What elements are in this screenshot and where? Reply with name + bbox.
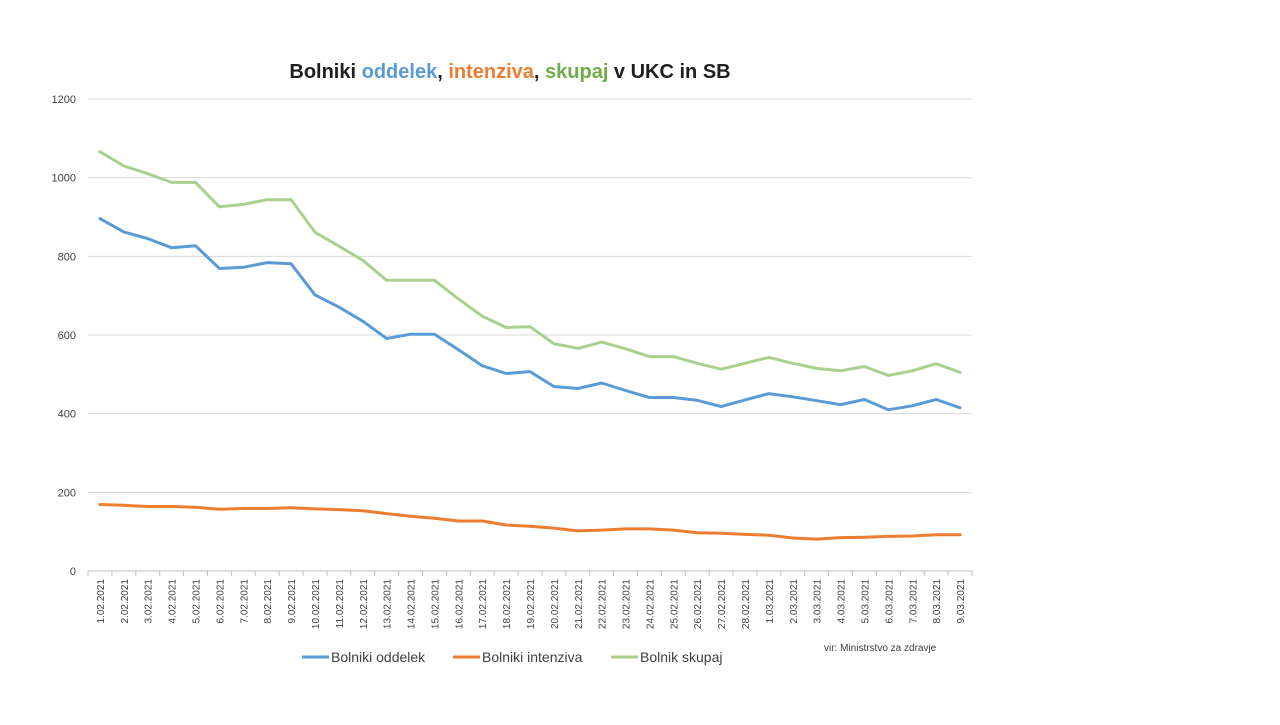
x-tick-label: 2.02.2021 [120, 579, 131, 624]
x-tick-label: 7.02.2021 [239, 579, 250, 624]
x-tick-label: 28.02.2021 [741, 579, 752, 629]
axes [87, 570, 973, 576]
x-tick-label: 3.02.2021 [144, 579, 155, 624]
x-tick-label: 16.02.2021 [454, 579, 465, 629]
x-tick-label: 19.02.2021 [526, 579, 537, 629]
y-tick-label: 400 [58, 409, 76, 421]
legend-label: Bolniki oddelek [331, 649, 426, 665]
x-tick-label: 12.02.2021 [359, 579, 370, 629]
series-line-2 [98, 503, 962, 541]
x-axis-ticks: 1.02.2021 2.02.2021 3.02.2021 4.02.2021 5.02… [96, 579, 967, 629]
x-tick-label: 8.02.2021 [263, 579, 274, 624]
x-tick-label: 5.03.2021 [860, 579, 871, 624]
x-tick-label: 1.02.2021 [96, 579, 107, 624]
x-tick-label: 8.03.2021 [932, 579, 943, 624]
x-tick-label: 6.02.2021 [215, 579, 226, 624]
y-tick-label: 1000 [52, 173, 76, 185]
title-part: skupaj [545, 61, 608, 83]
y-tick-label: 1200 [52, 94, 76, 106]
x-tick-label: 4.02.2021 [168, 579, 179, 624]
x-tick-label: 3.03.2021 [813, 579, 824, 624]
x-tick-label: 13.02.2021 [383, 579, 394, 629]
x-tick-label: 22.02.2021 [598, 579, 609, 629]
x-tick-label: 4.03.2021 [837, 579, 848, 624]
x-tick-label: 7.03.2021 [908, 579, 919, 624]
x-tick-label: 26.02.2021 [693, 579, 704, 629]
y-tick-label: 200 [58, 487, 76, 499]
title-part: oddelek [362, 61, 438, 83]
x-tick-label: 10.02.2021 [311, 579, 322, 629]
legend-label: Bolnik skupaj [640, 649, 723, 665]
title-part: Bolniki [289, 61, 361, 83]
x-tick-label: 6.03.2021 [884, 579, 895, 624]
series-lines [98, 150, 962, 541]
gridlines [88, 98, 972, 493]
x-tick-label: 14.02.2021 [407, 579, 418, 629]
x-tick-label: 1.03.2021 [765, 579, 776, 624]
title-part: , [437, 61, 448, 83]
title-part: v UKC in SB [608, 61, 730, 83]
series-line-1 [98, 217, 962, 412]
x-tick-label: 23.02.2021 [622, 579, 633, 629]
x-tick-label: 2.03.2021 [789, 579, 800, 624]
legend: Bolniki oddelek Bolniki intenziva Bolnik s… [302, 649, 723, 665]
y-tick-label: 800 [58, 251, 76, 263]
y-tick-label: 0 [70, 566, 76, 578]
x-tick-label: 20.02.2021 [550, 579, 561, 629]
x-tick-label: 9.03.2021 [956, 579, 967, 624]
source-note: vir: Ministrstvo za zdravje [824, 643, 937, 654]
series-line-3 [98, 150, 962, 377]
x-tick-label: 27.02.2021 [717, 579, 728, 629]
x-tick-label: 17.02.2021 [478, 579, 489, 629]
y-axis-ticks: 0 200 400 600 800 1000 1200 [52, 94, 76, 578]
x-tick-label: 5.02.2021 [192, 579, 203, 624]
legend-label: Bolniki intenziva [482, 649, 583, 665]
title-part: intenziva [448, 61, 534, 83]
x-tick-label: 9.02.2021 [287, 579, 298, 624]
x-tick-label: 11.02.2021 [335, 579, 346, 629]
y-tick-label: 600 [58, 330, 76, 342]
x-tick-label: 25.02.2021 [669, 579, 680, 629]
title-part: , [534, 61, 545, 83]
x-tick-label: 15.02.2021 [430, 579, 441, 629]
chart-title: Bolniki oddelek, intenziva, skupaj v UKC… [289, 61, 730, 83]
x-tick-label: 18.02.2021 [502, 579, 513, 629]
x-tick-label: 21.02.2021 [574, 579, 585, 629]
x-tick-label: 24.02.2021 [645, 579, 656, 629]
